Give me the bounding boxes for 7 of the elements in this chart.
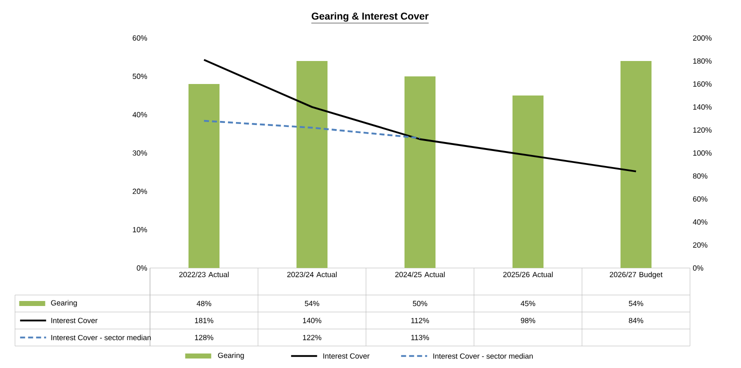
bar	[188, 84, 220, 268]
bar	[512, 96, 544, 268]
bar	[404, 76, 436, 268]
line-series	[203, 58, 637, 172]
bar	[296, 61, 328, 268]
chart-title: Gearing & Interest Cover	[312, 12, 429, 22]
bar	[620, 61, 652, 268]
